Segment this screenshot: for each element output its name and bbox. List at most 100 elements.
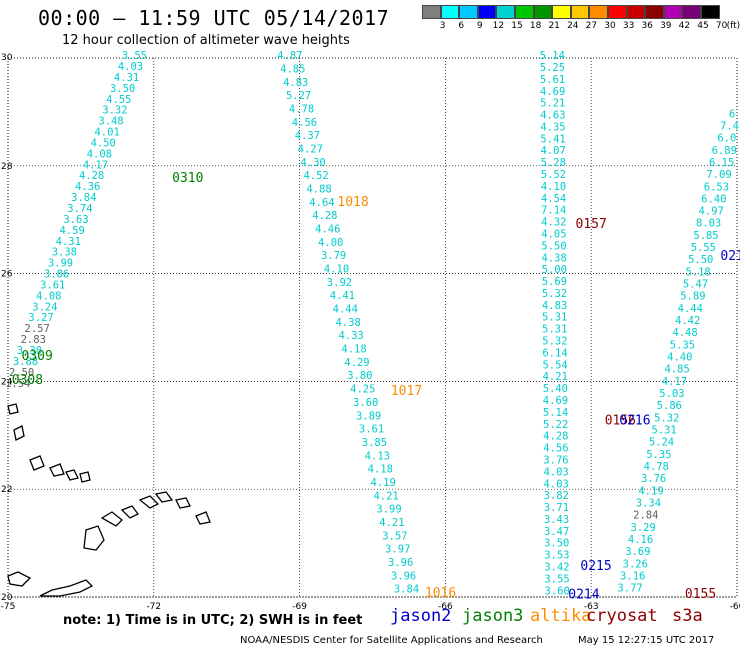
- wave-height-label: 4.46: [315, 224, 340, 236]
- longitude-tick-label: -72: [146, 602, 161, 612]
- coastline: [7, 571, 32, 587]
- wave-height-label: 5.52: [541, 169, 566, 181]
- color-scale-label: 9: [476, 21, 483, 31]
- wave-height-label: 4.27: [298, 143, 323, 155]
- wave-height-label: 5.55: [691, 242, 716, 254]
- wave-height-label: 3.60: [353, 397, 378, 409]
- wave-height-label: 4.42: [675, 315, 700, 327]
- legend-altika: altika: [530, 606, 592, 626]
- color-scale-label: 3: [439, 21, 446, 31]
- wave-height-label: 4.35: [540, 121, 565, 133]
- color-swatch: [533, 5, 553, 19]
- pass-number-label: 1017: [391, 384, 422, 399]
- wave-height-label: 5.03: [659, 388, 684, 400]
- color-swatch: [459, 5, 478, 19]
- wave-height-label: 3.89: [356, 410, 381, 422]
- wave-height-label: 4.17: [83, 159, 108, 171]
- pass-number-label: 0156: [605, 414, 636, 429]
- coastline: [7, 403, 19, 415]
- wave-height-label: 7.09: [706, 169, 731, 181]
- wave-height-label: 3.24: [32, 301, 57, 313]
- wave-height-label: 3.69: [625, 546, 650, 558]
- wave-height-label: 3.32: [102, 105, 127, 117]
- color-swatch: [626, 5, 646, 19]
- wave-height-label: 4.21: [543, 371, 568, 383]
- wave-height-label: 5.61: [540, 74, 565, 86]
- color-scale: [422, 5, 720, 19]
- wave-height-label: 3.84: [71, 192, 96, 204]
- color-scale-label: 70: [715, 21, 728, 31]
- map-title: 00:00 – 11:59 UTC 05/14/2017: [38, 6, 390, 30]
- color-swatch: [570, 5, 590, 19]
- wave-height-label: 3.76: [641, 473, 666, 485]
- color-swatch: [477, 5, 497, 19]
- wave-height-label: 3.61: [359, 424, 384, 436]
- pass-number-label: 0215: [580, 559, 611, 574]
- wave-height-label: 3.34: [636, 497, 661, 509]
- wave-height-label: 4.59: [60, 225, 85, 237]
- wave-height-label: 5.41: [540, 133, 565, 145]
- wave-height-label: 4.08: [36, 290, 61, 302]
- wave-height-label: 4.19: [371, 477, 396, 489]
- wave-height-label: 5.86: [657, 400, 682, 412]
- legend-cryosat: cryosat: [586, 606, 658, 626]
- wave-height-label: 8.03: [696, 218, 721, 230]
- wave-height-label: 4.56: [292, 117, 317, 129]
- wave-height-label: 5.32: [542, 336, 567, 348]
- wave-height-label: 5.31: [651, 425, 676, 437]
- color-scale-label: 30: [604, 21, 616, 31]
- wave-height-label: 4.16: [628, 534, 653, 546]
- pass-number-label: 0155: [685, 587, 716, 602]
- coastline: [49, 463, 65, 477]
- credit-text: NOAA/NESDIS Center for Satellite Applica…: [240, 635, 543, 646]
- wave-height-label: 5.14: [540, 50, 565, 62]
- wave-height-label: 6: [729, 108, 735, 120]
- wave-height-label: 4.01: [94, 127, 119, 139]
- wave-height-label: 5.21: [540, 98, 565, 110]
- map-subtitle: 12 hour collection of altimeter wave hei…: [62, 33, 350, 48]
- wave-height-label: 4.88: [306, 183, 331, 195]
- longitude-tick-label: -60: [730, 602, 740, 612]
- wave-height-label: 4.36: [75, 181, 100, 193]
- wave-height-label: 3.88: [13, 356, 38, 368]
- wave-height-label: 6.0: [717, 133, 736, 145]
- pass-number-label: 1018: [337, 195, 368, 210]
- wave-height-label: 3.79: [321, 250, 346, 262]
- wave-height-label: 4.40: [667, 352, 692, 364]
- wave-height-label: 3.43: [544, 514, 569, 526]
- wave-height-label: 5.50: [688, 254, 713, 266]
- wave-height-label: 3.50: [110, 83, 135, 95]
- wave-height-label: 5.25: [540, 62, 565, 74]
- wave-height-label: 3.77: [617, 583, 642, 595]
- wave-height-label: 5.00: [542, 264, 567, 276]
- pass-number-label: 0214: [568, 588, 599, 603]
- color-scale-label: 21: [548, 21, 560, 31]
- coastline: [29, 455, 45, 471]
- color-swatch: [607, 5, 627, 19]
- wave-height-label: 2.57: [25, 323, 50, 335]
- color-swatch: [589, 5, 608, 19]
- wave-height-label: 3.16: [620, 570, 645, 582]
- wave-height-label: 4.55: [106, 94, 131, 106]
- color-swatch: [663, 5, 683, 19]
- wave-height-label: 3.63: [63, 214, 88, 226]
- wave-height-label: 4.32: [541, 217, 566, 229]
- wave-height-label: 4.56: [543, 443, 568, 455]
- coastline: [175, 497, 191, 509]
- wave-height-label: 4.03: [544, 478, 569, 490]
- wave-height-label: 4.28: [543, 431, 568, 443]
- wave-height-label: 3.57: [382, 530, 407, 542]
- wave-height-label: 3.30: [17, 345, 42, 357]
- wave-height-label: 4.13: [365, 450, 390, 462]
- wave-height-label: 7.4: [720, 120, 739, 132]
- wave-height-label: 3.61: [40, 279, 65, 291]
- wave-height-label: 4.17: [662, 376, 687, 388]
- wave-height-label: 4.07: [541, 145, 566, 157]
- wave-height-label: 3.42: [544, 562, 569, 574]
- wave-height-label: 4.38: [542, 252, 567, 264]
- wave-height-label: 3.74: [67, 203, 92, 215]
- wave-height-label: 4.31: [114, 72, 139, 84]
- wave-height-label: 4.44: [333, 304, 358, 316]
- coastline: [100, 511, 123, 527]
- wave-height-label: 4.18: [368, 464, 393, 476]
